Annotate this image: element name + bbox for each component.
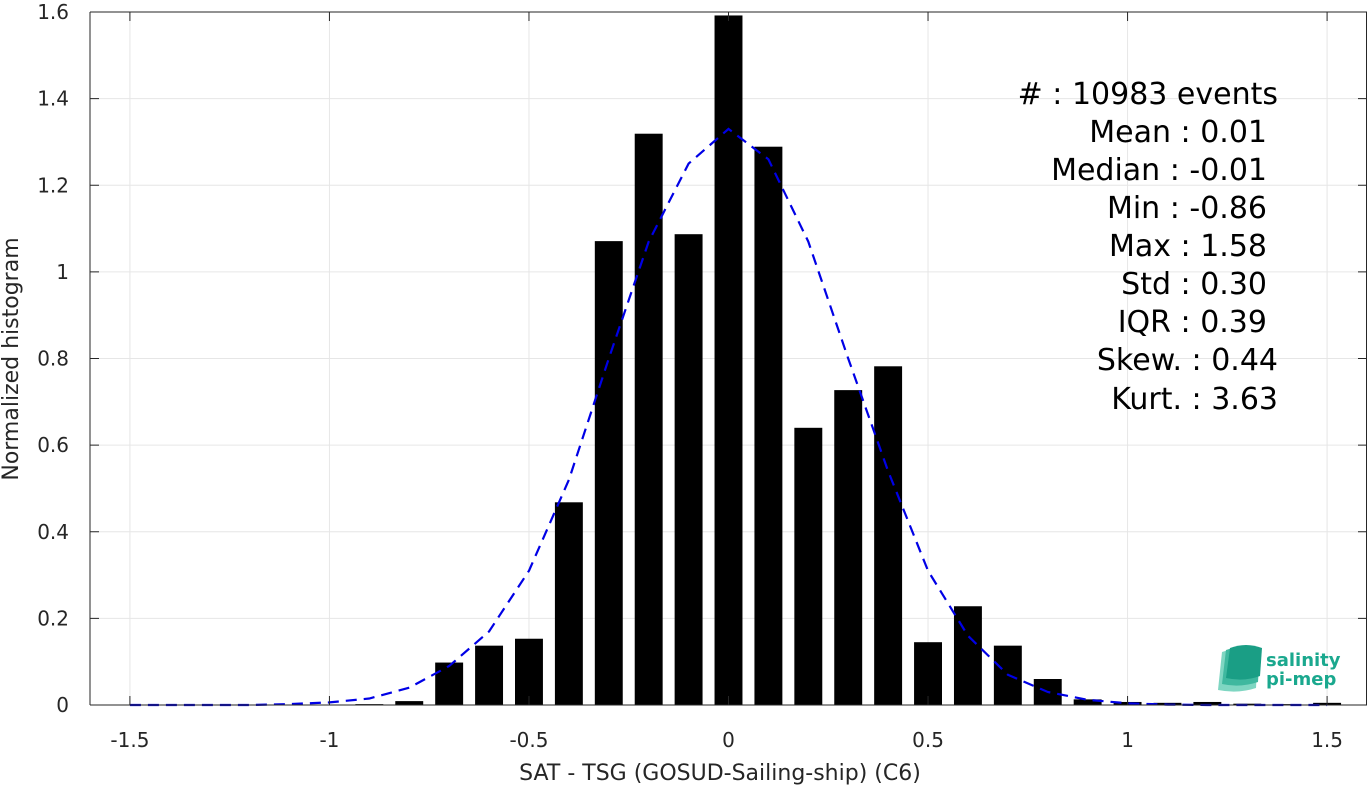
histogram-bar — [834, 390, 863, 705]
x-tick-label: 0.5 — [912, 728, 944, 752]
y-tick-label: 0.4 — [37, 520, 69, 544]
logo-text-pimep: pi-mep — [1266, 669, 1336, 690]
tick-labels: -1.5 -1 -0.5 0 0.5 1 1.5 0 0.2 0.4 0.6 0.8 1 1.2 1.4 1.… — [37, 0, 1343, 752]
stat-min: Min : -0.86 — [1107, 191, 1267, 226]
stat-events: # : 10983 events — [1018, 77, 1278, 112]
y-tick-label: 1.2 — [37, 173, 69, 197]
y-tick-label: 0.2 — [37, 606, 69, 630]
histogram-bar — [754, 146, 783, 705]
x-tick-label: 1 — [1121, 728, 1134, 752]
histogram-bar — [515, 638, 543, 705]
x-tick-label: -1 — [319, 728, 339, 752]
histogram-bar — [634, 133, 663, 705]
histogram-bar — [594, 241, 623, 706]
histogram-bar — [674, 234, 703, 706]
stat-skew: Skew. : 0.44 — [1097, 343, 1278, 378]
stat-median: Median : -0.01 — [1051, 153, 1267, 188]
stat-max: Max : 1.58 — [1109, 229, 1267, 264]
histogram-bar — [953, 606, 982, 705]
y-tick-label: 0.8 — [37, 347, 69, 371]
salinity-pimep-logo: salinity pi-mep — [1218, 645, 1341, 692]
logo-text-salinity: salinity — [1266, 650, 1341, 671]
histogram-bar — [1193, 701, 1222, 705]
histogram-bar — [714, 15, 743, 705]
x-tick-label: 1.5 — [1311, 728, 1343, 752]
y-tick-label: 0 — [56, 693, 69, 717]
stat-mean: Mean : 0.01 — [1089, 115, 1267, 150]
histogram-bar — [475, 645, 504, 705]
y-tick-label: 1.6 — [37, 0, 69, 24]
histogram-bar — [914, 642, 942, 705]
x-tick-label: -1.5 — [110, 728, 149, 752]
y-tick-label: 1.4 — [37, 87, 69, 111]
histogram-bars — [355, 15, 1342, 706]
histogram-bar — [874, 366, 903, 705]
histogram-bar — [554, 502, 583, 705]
histogram-bar — [794, 427, 823, 705]
x-tick-label: -0.5 — [509, 728, 548, 752]
stat-std: Std : 0.30 — [1121, 267, 1267, 302]
x-tick-label: 0 — [722, 728, 735, 752]
histogram-bar — [395, 701, 424, 705]
stat-kurt: Kurt. : 3.63 — [1111, 382, 1278, 417]
histogram-bar — [1073, 699, 1102, 705]
x-axis-label: SAT - TSG (GOSUD-Sailing-ship) (C6) — [519, 761, 921, 786]
histogram-bar — [435, 662, 464, 705]
y-tick-label: 0.6 — [37, 433, 69, 457]
y-axis-label: Normalized histogram — [0, 237, 24, 480]
logo-icon — [1218, 645, 1262, 692]
stat-iqr: IQR : 0.39 — [1118, 305, 1267, 340]
stats-panel: # : 10983 events Mean : 0.01 Median : -0… — [1018, 77, 1278, 417]
y-tick-label: 1 — [56, 260, 69, 284]
